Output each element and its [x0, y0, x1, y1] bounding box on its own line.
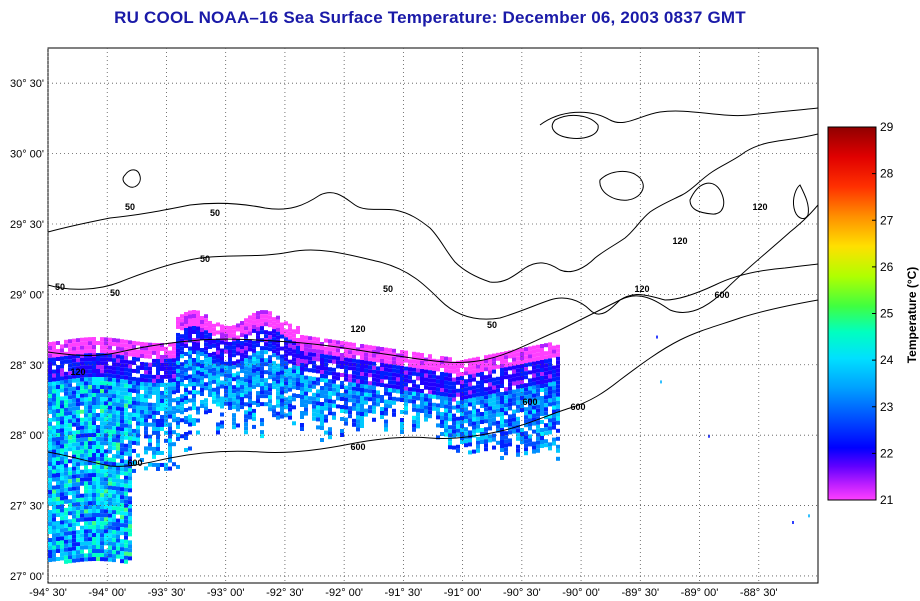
lon-tick-label: -93° 30' [148, 587, 186, 599]
island-a [122, 169, 141, 188]
isobath-600 [48, 299, 818, 467]
contour-label: 120 [350, 324, 365, 334]
longitude-labels: -94° 30' -94° 00' -93° 30' -93° 00' -92° 30'… [29, 587, 777, 599]
contour-label: 600 [522, 397, 537, 407]
lon-tick-label: -92° 00' [325, 587, 363, 599]
lat-tick-label: 27° 00' [10, 571, 44, 583]
contour-label: 600 [127, 458, 142, 468]
island-b [793, 184, 809, 219]
lon-tick-label: -92° 30' [266, 587, 304, 599]
coastline-and-isobaths [48, 107, 818, 467]
lake-pontchartrain [551, 114, 599, 139]
contour-label: 50 [125, 202, 135, 212]
coastline [48, 133, 818, 283]
colorbar-ticks: 29 28 27 26 25 24 23 22 21 [872, 120, 894, 507]
isobath-120 [48, 204, 818, 363]
lon-tick-label: -91° 30' [385, 587, 423, 599]
colorbar-tick-label: 22 [880, 446, 894, 460]
contour-label: 50 [200, 254, 210, 264]
colorbar-tick-label: 21 [880, 493, 894, 507]
contour-label: 50 [210, 208, 220, 218]
colorbar-title: Temperature (°C) [905, 267, 919, 364]
lon-tick-label: -93° 00' [207, 587, 245, 599]
lon-tick-label: -91° 00' [444, 587, 482, 599]
lat-tick-label: 30° 30' [10, 78, 44, 90]
map-title: RU COOL NOAA–16 Sea Surface Temperature:… [114, 8, 746, 27]
colorbar-tick-label: 23 [880, 400, 894, 414]
lat-tick-label: 30° 00' [10, 149, 44, 161]
contour-labels: 50 50 50 50 50 50 50 120 120 120 120 120 600 600 600 60… [55, 202, 768, 468]
sst-data-layer [48, 310, 810, 564]
contour-label: 120 [634, 284, 649, 294]
colorbar-tick-label: 26 [880, 260, 894, 274]
latitude-labels: 30° 30' 30° 00' 29° 30' 29° 00' 28° 30' 28° 0… [10, 78, 44, 583]
coastline-bay [599, 171, 644, 201]
lon-tick-label: -94° 00' [88, 587, 126, 599]
lat-tick-label: 28° 00' [10, 430, 44, 442]
lat-tick-label: 28° 30' [10, 360, 44, 372]
lon-tick-label: -94° 30' [29, 587, 67, 599]
colorbar-tick-label: 25 [880, 307, 894, 321]
colorbar-tick-label: 28 [880, 167, 894, 181]
coastline-north [539, 107, 818, 126]
lon-tick-label: -89° 00' [681, 587, 719, 599]
contour-label: 50 [487, 320, 497, 330]
isobath-50 [48, 249, 818, 320]
contour-label: 50 [55, 282, 65, 292]
contour-label: 600 [350, 442, 365, 452]
contour-label: 120 [752, 202, 767, 212]
graticule [47, 48, 818, 583]
lon-tick-label: -89° 30' [621, 587, 659, 599]
contour-label: 120 [672, 236, 687, 246]
plot-background [47, 47, 819, 584]
contour-label: 120 [70, 367, 85, 377]
coastline-lake [689, 182, 725, 215]
contour-label: 50 [110, 288, 120, 298]
lon-tick-label: -88° 30' [740, 587, 778, 599]
colorbar-tick-label: 24 [880, 353, 894, 367]
lat-tick-label: 29° 30' [10, 219, 44, 231]
colorbar-tick-label: 29 [880, 120, 894, 134]
contour-label: 50 [383, 284, 393, 294]
contour-label: 600 [714, 290, 729, 300]
colorbar: 29 28 27 26 25 24 23 22 21 Temperature (°C) [827, 120, 919, 507]
lat-tick-label: 27° 30' [10, 501, 44, 513]
colorbar-tick-label: 27 [880, 213, 894, 227]
colorbar-gradient [827, 126, 877, 501]
lat-tick-label: 29° 00' [10, 289, 44, 301]
lon-tick-label: -90° 30' [503, 587, 541, 599]
contour-label: 600 [570, 402, 585, 412]
lon-tick-label: -90° 00' [562, 587, 600, 599]
